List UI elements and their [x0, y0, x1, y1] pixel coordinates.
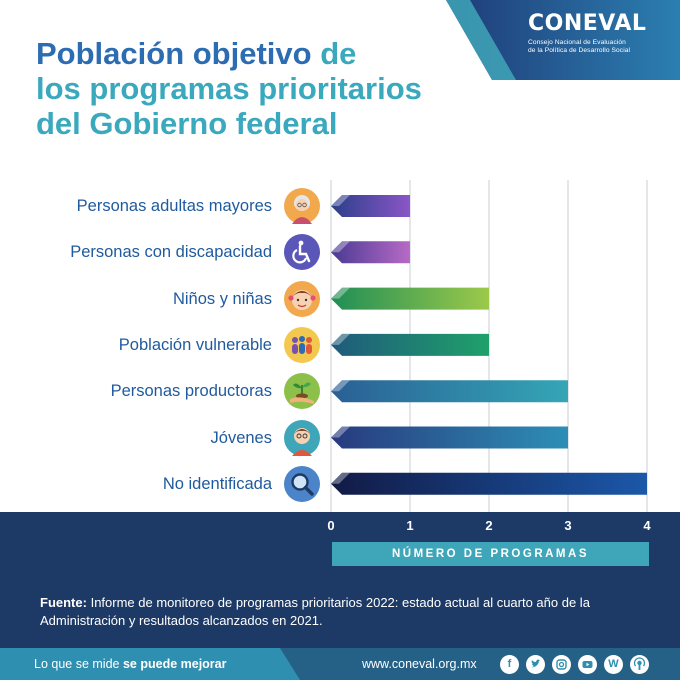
slogan-bold: se puede mejorar [122, 657, 227, 671]
slogan-start: Lo que se mide [34, 657, 120, 671]
bar [331, 195, 410, 217]
x-tick-label: 2 [485, 518, 493, 533]
title-line2: los programas prioritarios [36, 71, 422, 106]
youtube-icon[interactable] [578, 655, 597, 674]
website-link[interactable]: www.coneval.org.mx [362, 657, 477, 671]
young-person-icon [284, 420, 320, 456]
logo-wordmark: CONEVAL [528, 11, 647, 36]
bar [331, 472, 647, 495]
axis-panel [0, 512, 680, 648]
bar-highlight [331, 287, 350, 299]
category-label: Población vulnerable [118, 336, 272, 354]
footer-decoration [280, 648, 680, 680]
category-label: Niños y niñas [172, 290, 272, 308]
page-title: Población objetivo de los programas prio… [36, 36, 476, 141]
bar [331, 380, 568, 403]
facebook-icon[interactable]: f [500, 655, 519, 674]
instagram-icon[interactable] [552, 655, 571, 674]
twitter-icon[interactable] [526, 655, 545, 674]
footer-slogan: Lo que se mide se puede mejorar [34, 657, 226, 671]
bar [331, 426, 568, 449]
wordpress-icon[interactable]: W [604, 655, 623, 674]
elderly-person-icon [284, 188, 320, 224]
source-label: Fuente: [40, 595, 87, 610]
category-label: Personas adultas mayores [76, 197, 272, 215]
source-text: Informe de monitoreo de programas priori… [40, 595, 590, 628]
children-icon [284, 281, 320, 317]
bar-highlight [331, 241, 350, 253]
x-tick-label: 0 [327, 518, 335, 533]
plant-hand-icon [284, 373, 320, 409]
x-axis-title: NÚMERO DE PROGRAMAS [332, 542, 649, 566]
group-people-icon [284, 327, 320, 363]
bar-highlight [331, 472, 350, 484]
coneval-logo: CONEVAL Consejo Nacional de Evaluación d… [528, 12, 668, 54]
bar-highlight [331, 380, 350, 392]
wheelchair-icon [284, 234, 320, 270]
bar-highlight [331, 426, 350, 438]
bar [331, 241, 410, 264]
x-tick-label: 4 [643, 518, 651, 533]
bar-highlight [331, 333, 350, 345]
category-label: Personas productoras [110, 382, 272, 400]
x-tick-label: 1 [406, 518, 414, 533]
logo-subtitle: Consejo Nacional de Evaluación de la Pol… [528, 39, 668, 54]
title-word-de: de [320, 36, 357, 71]
bar-highlight [331, 195, 350, 206]
magnifier-icon [284, 466, 320, 502]
bar [331, 287, 489, 310]
category-label: No identificada [162, 475, 272, 493]
source-note: Fuente: Informe de monitoreo de programa… [40, 594, 650, 630]
bar [331, 333, 489, 356]
title-line3: del Gobierno federal [36, 106, 338, 141]
title-highlight: Población objetivo [36, 36, 312, 71]
x-tick-label: 3 [564, 518, 572, 533]
logo-subtitle-line1: Consejo Nacional de Evaluación [528, 39, 626, 46]
podcast-icon[interactable] [630, 655, 649, 674]
logo-subtitle-line2: de la Política de Desarrollo Social [528, 46, 631, 54]
category-label: Jóvenes [210, 429, 272, 447]
category-label: Personas con discapacidad [70, 243, 272, 261]
